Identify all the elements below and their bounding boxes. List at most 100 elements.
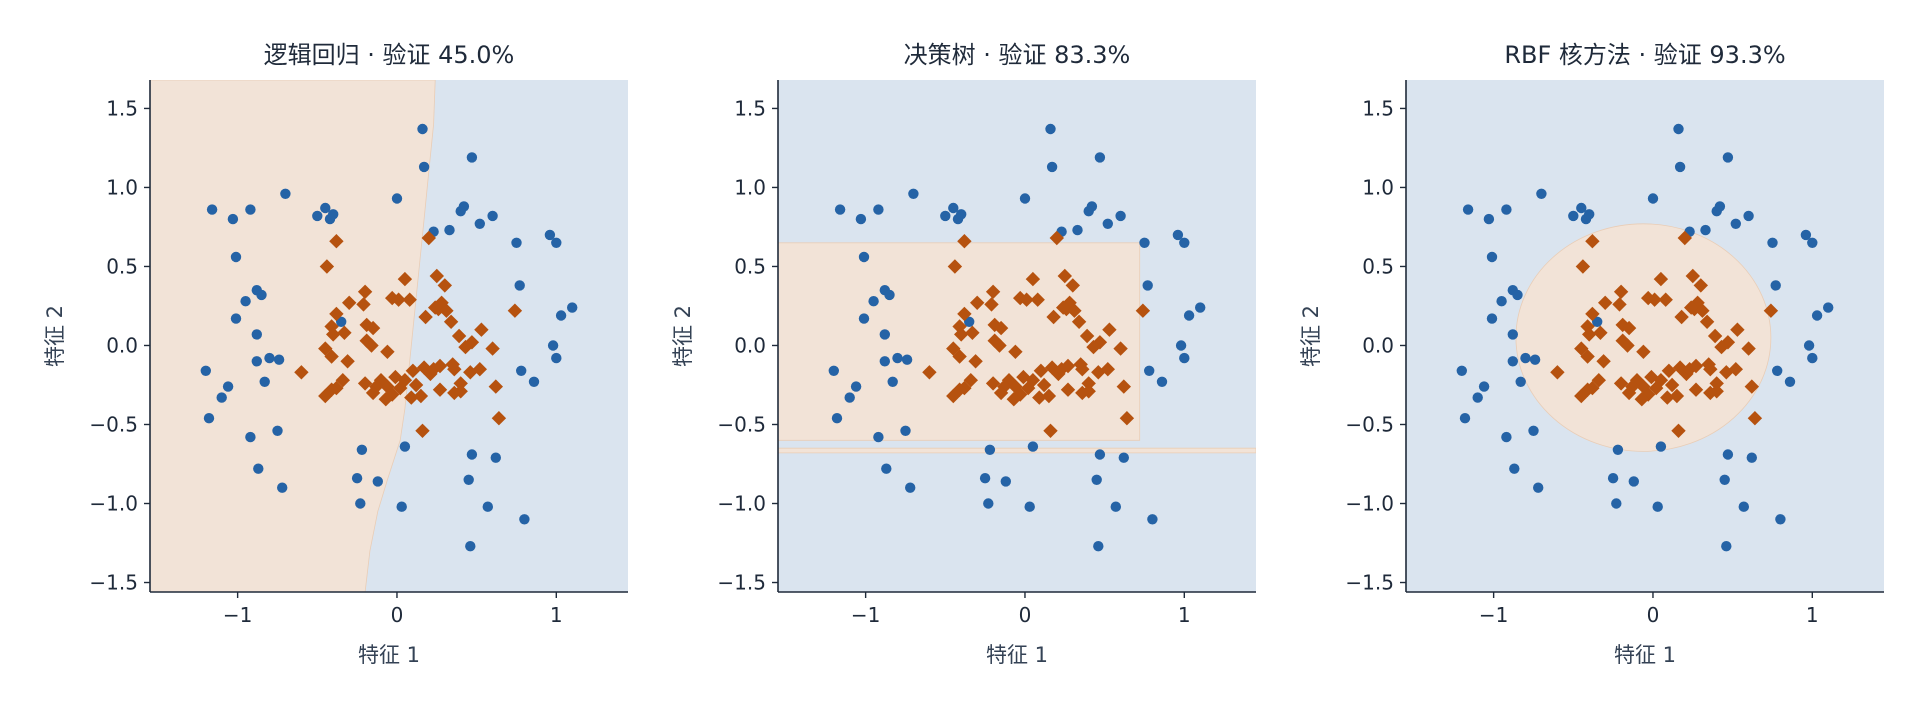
point-class-b bbox=[507, 303, 523, 318]
point-class-a bbox=[1714, 201, 1726, 212]
point-class-b bbox=[1664, 377, 1680, 393]
point-class-a bbox=[1772, 365, 1783, 376]
point-class-b bbox=[1653, 373, 1669, 388]
point-class-a bbox=[1512, 289, 1523, 301]
panel-title: 逻辑回归 · 验证 45.0% bbox=[264, 41, 515, 69]
y-tick-label: −1.0 bbox=[1345, 492, 1394, 516]
point-class-a bbox=[216, 392, 227, 403]
point-class-b bbox=[1019, 292, 1034, 307]
point-class-b bbox=[1658, 292, 1673, 307]
point-class-b bbox=[418, 309, 433, 325]
point-class-a bbox=[458, 201, 470, 212]
point-class-a bbox=[206, 204, 218, 215]
point-class-b bbox=[1714, 339, 1729, 355]
point-class-a bbox=[858, 251, 870, 263]
point-class-b bbox=[1682, 362, 1697, 377]
point-class-a bbox=[1800, 229, 1812, 241]
point-class-a bbox=[831, 413, 843, 424]
decision-regions bbox=[1406, 80, 1884, 592]
point-class-b bbox=[378, 392, 393, 407]
point-class-b bbox=[1580, 319, 1595, 334]
point-class-b bbox=[1056, 300, 1071, 315]
point-class-a bbox=[1611, 498, 1622, 509]
point-class-b bbox=[1033, 363, 1049, 378]
point-class-b bbox=[1585, 234, 1600, 249]
point-class-a bbox=[1775, 514, 1786, 525]
point-class-b bbox=[963, 373, 978, 388]
point-class-b bbox=[1661, 363, 1677, 378]
point-class-a bbox=[956, 209, 967, 220]
point-class-a bbox=[1156, 376, 1168, 387]
point-class-b bbox=[1636, 344, 1651, 359]
point-class-a bbox=[356, 444, 368, 455]
point-class-a bbox=[1147, 514, 1158, 525]
point-class-a bbox=[230, 313, 242, 324]
point-class-b bbox=[416, 360, 432, 375]
point-class-a bbox=[1529, 354, 1541, 365]
point-class-b bbox=[294, 365, 309, 380]
point-class-a bbox=[1483, 213, 1495, 225]
point-class-b bbox=[1075, 362, 1090, 377]
point-class-a bbox=[1738, 501, 1750, 512]
point-class-b bbox=[1574, 388, 1589, 404]
point-class-b bbox=[340, 354, 355, 369]
region-class-b bbox=[1515, 223, 1772, 452]
point-class-b bbox=[404, 390, 419, 405]
y-tick-label: 1.0 bbox=[1362, 175, 1394, 199]
point-class-b bbox=[365, 385, 381, 401]
point-class-a bbox=[1807, 237, 1818, 248]
point-class-b bbox=[1100, 362, 1115, 377]
point-class-b bbox=[954, 327, 969, 342]
point-class-b bbox=[1615, 317, 1630, 333]
point-class-a bbox=[873, 204, 884, 215]
point-class-a bbox=[887, 376, 898, 387]
panel-title: 决策树 · 验证 83.3% bbox=[904, 41, 1131, 69]
point-class-b bbox=[1763, 303, 1779, 318]
point-class-b bbox=[987, 317, 1002, 333]
point-class-b bbox=[429, 268, 444, 284]
point-class-a bbox=[1730, 218, 1742, 229]
point-class-a bbox=[1110, 501, 1122, 512]
point-class-b bbox=[447, 385, 462, 401]
point-class-b bbox=[326, 327, 341, 342]
point-class-a bbox=[1515, 376, 1526, 387]
point-class-a bbox=[1770, 280, 1781, 291]
point-class-b bbox=[474, 322, 489, 337]
point-class-a bbox=[514, 280, 525, 291]
point-class-b bbox=[380, 344, 395, 359]
point-class-a bbox=[567, 302, 578, 313]
point-class-b bbox=[415, 423, 430, 438]
point-class-a bbox=[487, 210, 498, 222]
y-tick-label: 0.0 bbox=[734, 333, 766, 357]
point-class-b bbox=[1580, 349, 1595, 364]
point-class-b bbox=[984, 297, 999, 312]
point-class-a bbox=[547, 340, 559, 351]
point-class-b bbox=[1620, 338, 1635, 353]
point-class-a bbox=[351, 473, 363, 484]
point-class-a bbox=[328, 209, 339, 220]
point-class-b bbox=[992, 338, 1007, 353]
point-class-a bbox=[884, 289, 895, 301]
point-class-b bbox=[1006, 392, 1021, 407]
point-class-a bbox=[1628, 476, 1640, 487]
y-tick-label: −1.0 bbox=[717, 492, 766, 516]
point-class-a bbox=[1823, 302, 1834, 313]
y-tick-label: −1.0 bbox=[89, 492, 138, 516]
point-class-b bbox=[437, 278, 452, 293]
point-class-b bbox=[428, 300, 443, 315]
point-class-b bbox=[1720, 335, 1736, 350]
point-class-a bbox=[1507, 329, 1519, 340]
point-class-a bbox=[1719, 474, 1730, 485]
point-class-a bbox=[516, 365, 527, 376]
y-axis-label: 特征 2 bbox=[671, 305, 695, 367]
point-class-b bbox=[985, 376, 1001, 391]
point-class-b bbox=[458, 339, 473, 355]
point-class-a bbox=[1722, 152, 1734, 163]
point-class-a bbox=[264, 352, 275, 364]
point-class-a bbox=[203, 413, 215, 424]
point-class-b bbox=[393, 380, 408, 396]
point-class-a bbox=[1576, 202, 1587, 214]
point-class-a bbox=[1652, 501, 1663, 512]
point-class-a bbox=[1568, 210, 1579, 222]
point-class-b bbox=[443, 314, 459, 329]
